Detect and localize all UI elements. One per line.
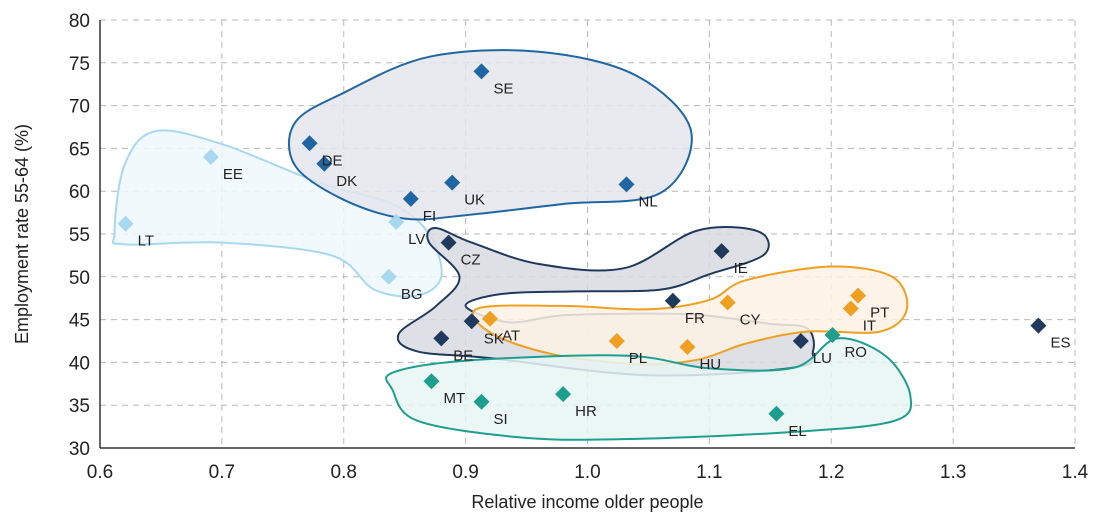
point-label-be: BE <box>453 347 473 364</box>
point-be <box>433 330 450 347</box>
point-label-pt: PT <box>870 305 889 322</box>
point-label-hu: HU <box>699 356 721 373</box>
point-pt <box>850 287 867 304</box>
x-tick-label: 1.0 <box>574 462 600 483</box>
x-tick-label: 0.7 <box>209 462 235 483</box>
point-ie <box>713 243 730 260</box>
point-label-se: SE <box>493 80 513 97</box>
point-se <box>473 63 490 80</box>
point-fi <box>402 190 419 207</box>
cluster-outline-blue <box>287 49 693 221</box>
point-cy <box>719 294 736 311</box>
point-dk <box>316 155 333 172</box>
data-points <box>117 63 1047 422</box>
point-fr <box>664 292 681 309</box>
point-lv <box>388 214 405 230</box>
y-tick-label: 80 <box>69 11 90 32</box>
x-tick-label: 1.1 <box>696 462 722 483</box>
point-nl <box>618 176 635 193</box>
point-at <box>482 310 498 327</box>
point-labels: SE DE DK UK FI NL EE LT LV BG CZ IE FR SK BE LU ES AT CY PT… <box>138 80 1071 439</box>
x-tick-label: 0.9 <box>452 462 478 483</box>
x-tick-label: 1.2 <box>818 462 844 483</box>
y-tick-label: 50 <box>69 268 90 289</box>
point-uk <box>444 174 461 191</box>
point-it <box>842 300 859 317</box>
point-label-de: DE <box>322 152 343 169</box>
point-label-fi: FI <box>423 208 436 225</box>
point-label-cz: CZ <box>461 252 481 269</box>
axes <box>99 20 1075 449</box>
point-lt <box>117 215 134 232</box>
point-bg <box>380 268 397 285</box>
point-label-lt: LT <box>138 233 154 250</box>
point-label-es: ES <box>1050 335 1070 352</box>
point-label-hr: HR <box>575 403 597 420</box>
point-label-pl: PL <box>629 350 647 367</box>
x-tick-label: 0.8 <box>331 462 357 483</box>
point-pl <box>608 333 625 349</box>
point-label-cy: CY <box>740 311 761 328</box>
point-label-dk: DK <box>336 173 357 190</box>
point-label-ee: EE <box>223 166 243 183</box>
y-axis-title: Employment rate 55-64 (%) <box>12 124 32 344</box>
cluster-outlines <box>111 49 913 441</box>
x-tick-label: 1.4 <box>1062 462 1089 483</box>
point-es <box>1030 317 1047 334</box>
point-hr <box>555 386 572 403</box>
point-sk <box>463 313 480 330</box>
point-label-it: IT <box>863 317 876 334</box>
point-label-fr: FR <box>685 310 705 327</box>
y-tick-label: 75 <box>69 54 90 75</box>
y-tick-label: 45 <box>69 311 90 332</box>
point-label-nl: NL <box>639 193 658 210</box>
y-tick-label: 70 <box>69 97 90 118</box>
point-label-ro: RO <box>844 344 867 361</box>
point-label-lv: LV <box>408 231 425 248</box>
y-tick-label: 65 <box>69 139 90 160</box>
point-label-el: EL <box>788 423 806 440</box>
point-cz <box>440 234 457 251</box>
point-el <box>768 405 785 422</box>
point-lu <box>792 333 809 349</box>
x-tick-label: 0.6 <box>87 462 113 483</box>
tick-labels: 0.6 0.7 0.8 0.9 1.0 1.1 1.2 1.3 1.4 30 35 40 45 50 55 6… <box>69 11 1089 483</box>
point-de <box>301 135 318 152</box>
point-label-sk: SK <box>484 330 504 347</box>
point-si <box>473 393 490 410</box>
x-tick-label: 1.3 <box>940 462 966 483</box>
point-label-mt: MT <box>444 390 466 407</box>
x-axis-title: Relative income older people <box>471 492 703 512</box>
point-label-ie: IE <box>734 260 748 277</box>
point-ee <box>202 149 219 165</box>
y-tick-label: 35 <box>69 396 90 417</box>
y-tick-label: 55 <box>69 225 90 246</box>
point-label-bg: BG <box>401 286 423 303</box>
point-hu <box>679 339 696 355</box>
point-mt <box>423 373 440 390</box>
y-tick-label: 40 <box>69 353 90 374</box>
point-label-at: AT <box>502 328 520 345</box>
point-label-si: SI <box>493 411 507 428</box>
point-ro <box>824 327 841 343</box>
point-label-uk: UK <box>464 192 485 209</box>
y-tick-label: 30 <box>69 439 90 460</box>
y-tick-label: 60 <box>69 182 90 203</box>
point-label-lu: LU <box>813 350 832 367</box>
